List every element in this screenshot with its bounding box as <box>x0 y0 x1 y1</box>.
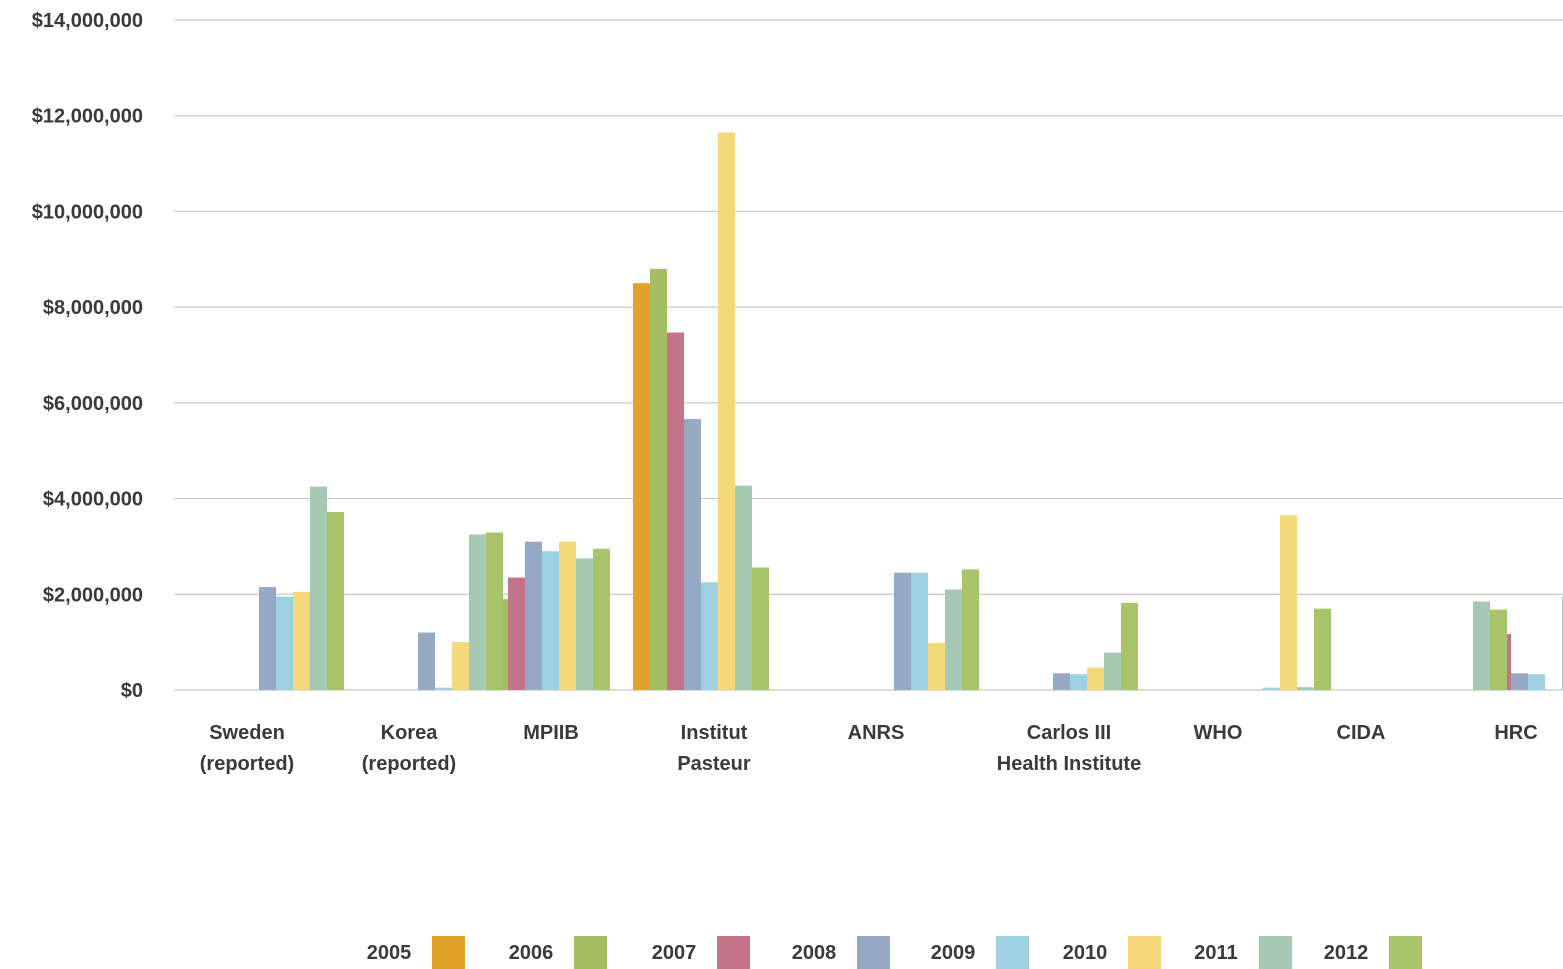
legend-swatch-2006 <box>574 936 607 969</box>
category-label: HRC <box>1494 722 1537 744</box>
bar-2010-5 <box>1087 667 1104 690</box>
bar-2009-5 <box>1070 674 1087 690</box>
legend-swatch-2012 <box>1389 936 1422 969</box>
category-label: Health Institute <box>997 753 1141 775</box>
category-label: WHO <box>1194 722 1243 744</box>
bar-2010-3 <box>718 132 735 690</box>
bar-2008-4 <box>894 572 911 690</box>
category-label: Sweden <box>209 722 285 744</box>
y-tick-label: $2,000,000 <box>43 584 143 606</box>
legend-label-2008: 2008 <box>792 942 837 964</box>
bars <box>259 132 1563 690</box>
category-label: Korea <box>381 722 439 744</box>
bar-2009-2 <box>542 551 559 690</box>
category-label: Institut <box>681 722 748 744</box>
legend-label-2009: 2009 <box>931 942 976 964</box>
legend-swatch-2008 <box>857 936 890 969</box>
bar-2009-1 <box>435 687 452 690</box>
y-tick-label: $8,000,000 <box>43 297 143 319</box>
y-tick-label: $14,000,000 <box>32 10 143 32</box>
category-label: (reported) <box>200 753 294 775</box>
bar-2012-4 <box>962 569 979 690</box>
x-axis-category-labels: Sweden (reported) Korea (reported) MPIIB Inst… <box>200 722 1538 775</box>
bar-2011-2 <box>576 558 593 690</box>
bar-2010-6 <box>1280 515 1297 690</box>
legend-label-2007: 2007 <box>652 942 697 964</box>
bar-2010-0 <box>293 591 310 690</box>
y-tick-label: $4,000,000 <box>43 489 143 511</box>
bar-2010-4 <box>928 643 945 690</box>
bar-2012-6 <box>1314 608 1331 690</box>
bar-2009-4 <box>911 572 928 690</box>
category-label: MPIIB <box>523 722 579 744</box>
legend-label-2011: 2011 <box>1194 942 1237 964</box>
bar-2012-7 <box>1490 609 1507 690</box>
bar-2011-3 <box>735 485 752 690</box>
bar-2008-5 <box>1053 673 1070 690</box>
category-label: ANRS <box>848 722 905 744</box>
bar-2008-0 <box>259 587 276 690</box>
gridlines <box>174 19 1563 691</box>
legend-swatch-2009 <box>996 936 1029 969</box>
bar-2009-8 <box>1528 674 1545 690</box>
bar-2007-2 <box>508 577 525 690</box>
bar-2012-5 <box>1121 602 1138 690</box>
legend: 2005 2006 2007 2008 2009 2010 2011 2012 <box>367 936 1422 969</box>
legend-swatch-2011 <box>1259 936 1292 969</box>
bar-2006-3 <box>650 268 667 690</box>
category-label: Pasteur <box>677 753 751 775</box>
bar-2012-1 <box>486 532 503 690</box>
bar-2008-2 <box>525 541 542 690</box>
bar-2009-0 <box>276 596 293 690</box>
bar-2012-2 <box>593 548 610 690</box>
bar-2012-3 <box>752 567 769 690</box>
bar-2011-6 <box>1297 687 1314 690</box>
legend-swatch-2005 <box>432 936 465 969</box>
y-tick-label: $0 <box>121 680 143 702</box>
bar-2010-1 <box>452 642 469 690</box>
bar-2010-2 <box>559 541 576 690</box>
bar-2009-6 <box>1263 687 1280 690</box>
category-label: (reported) <box>362 753 456 775</box>
y-tick-label: $12,000,000 <box>32 106 143 128</box>
legend-swatch-2010 <box>1128 936 1161 969</box>
legend-swatch-2007 <box>717 936 750 969</box>
bar-2011-1 <box>469 534 486 690</box>
bar-2011-0 <box>310 486 327 690</box>
bar-2007-3 <box>667 332 684 690</box>
bar-2005-3 <box>633 283 650 690</box>
bar-2011-4 <box>945 589 962 690</box>
bar-2008-8 <box>1511 673 1528 690</box>
legend-label-2010: 2010 <box>1063 942 1108 964</box>
bar-2008-3 <box>684 419 701 690</box>
y-axis-tick-labels: $0 $2,000,000 $4,000,000 $6,000,000 $8,000,0… <box>32 10 143 702</box>
category-label: CIDA <box>1337 722 1386 744</box>
legend-label-2012: 2012 <box>1324 942 1369 964</box>
bar-2011-5 <box>1104 652 1121 690</box>
category-label: Carlos III <box>1027 722 1111 744</box>
bar-2009-3 <box>701 582 718 690</box>
bar-2008-1 <box>418 632 435 690</box>
y-tick-label: $6,000,000 <box>43 393 143 415</box>
legend-label-2006: 2006 <box>509 942 554 964</box>
bar-2012-0 <box>327 511 344 690</box>
legend-label-2005: 2005 <box>367 942 412 964</box>
y-tick-label: $10,000,000 <box>32 201 143 223</box>
bar-2011-7 <box>1473 601 1490 690</box>
